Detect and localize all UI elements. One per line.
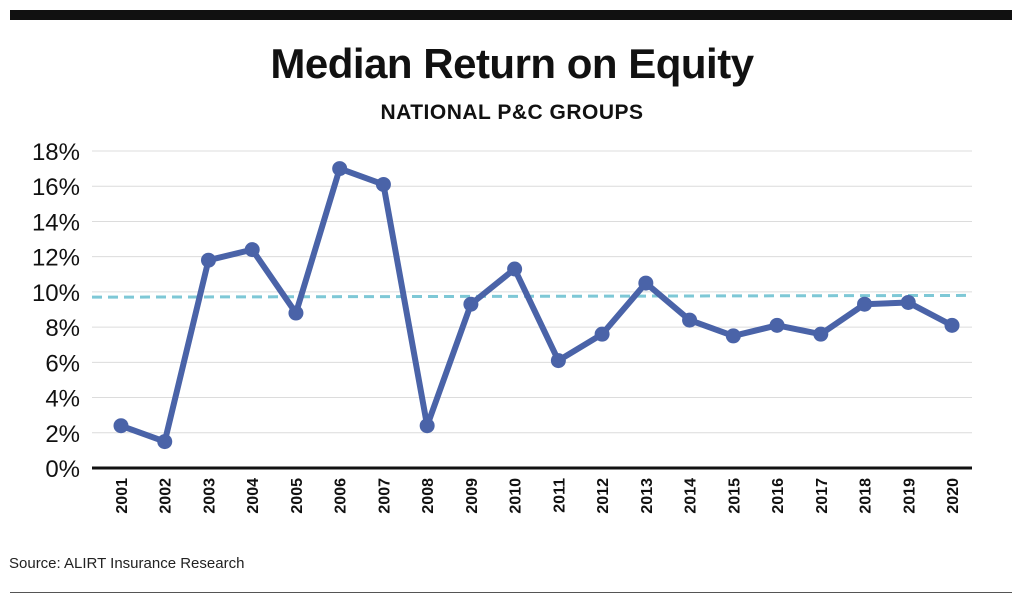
data-point <box>244 242 260 258</box>
data-point <box>157 434 173 450</box>
y-tick-label: 16% <box>32 174 80 201</box>
x-tick-label: 2003 <box>201 478 218 514</box>
x-tick-label: 2013 <box>639 478 656 514</box>
y-tick-label: 18% <box>32 139 80 166</box>
data-point <box>944 317 960 333</box>
trend-line <box>91 293 973 299</box>
data-point <box>419 418 435 434</box>
x-tick-label: 2001 <box>114 478 131 514</box>
x-tick-label: 2012 <box>595 478 612 514</box>
top-rule <box>10 10 1012 20</box>
series-line <box>118 165 955 445</box>
x-tick-label: 2002 <box>158 478 175 514</box>
data-point <box>813 326 829 342</box>
x-tick-label: 2010 <box>508 478 525 514</box>
x-tick-label: 2008 <box>420 478 437 514</box>
y-tick-label: 12% <box>32 245 80 272</box>
x-tick-label: 2011 <box>551 478 568 513</box>
x-tick-label: 2018 <box>858 478 875 514</box>
y-tick-label: 10% <box>32 280 80 307</box>
data-point <box>725 328 741 344</box>
x-tick-label: 2020 <box>945 478 962 514</box>
bottom-rule <box>10 592 1012 593</box>
x-tick-label: 2006 <box>333 478 350 514</box>
source-note: Source: ALIRT Insurance Research <box>9 555 245 572</box>
y-tick-label: 0% <box>45 456 80 483</box>
data-point <box>900 294 916 310</box>
data-point <box>375 176 391 192</box>
y-tick-label: 4% <box>45 386 80 413</box>
x-tick-label: 2014 <box>683 478 700 514</box>
data-point <box>200 252 216 268</box>
y-tick-label: 8% <box>45 315 80 342</box>
data-point <box>769 317 785 333</box>
y-tick-label: 6% <box>45 350 80 377</box>
x-tick-label: 2017 <box>814 478 831 514</box>
data-point <box>332 161 348 177</box>
data-point <box>682 312 698 328</box>
y-tick-label: 2% <box>45 421 80 448</box>
data-point <box>638 275 654 291</box>
y-tick-label: 14% <box>32 209 80 236</box>
data-point <box>507 261 523 277</box>
x-tick-label: 2015 <box>726 478 743 514</box>
x-tick-label: 2019 <box>901 478 918 514</box>
data-point <box>288 305 304 321</box>
chart-title: Median Return on Equity <box>270 40 754 87</box>
data-point <box>857 296 873 312</box>
data-point <box>113 418 129 434</box>
data-point <box>550 353 566 369</box>
chart-subtitle: NATIONAL P&C GROUPS <box>380 101 644 124</box>
data-point <box>463 296 479 312</box>
data-point <box>594 326 610 342</box>
x-tick-label: 2004 <box>245 478 262 514</box>
x-tick-label: 2009 <box>464 478 481 514</box>
x-tick-label: 2016 <box>770 478 787 514</box>
x-tick-label: 2007 <box>376 478 393 514</box>
x-tick-label: 2005 <box>289 478 306 514</box>
